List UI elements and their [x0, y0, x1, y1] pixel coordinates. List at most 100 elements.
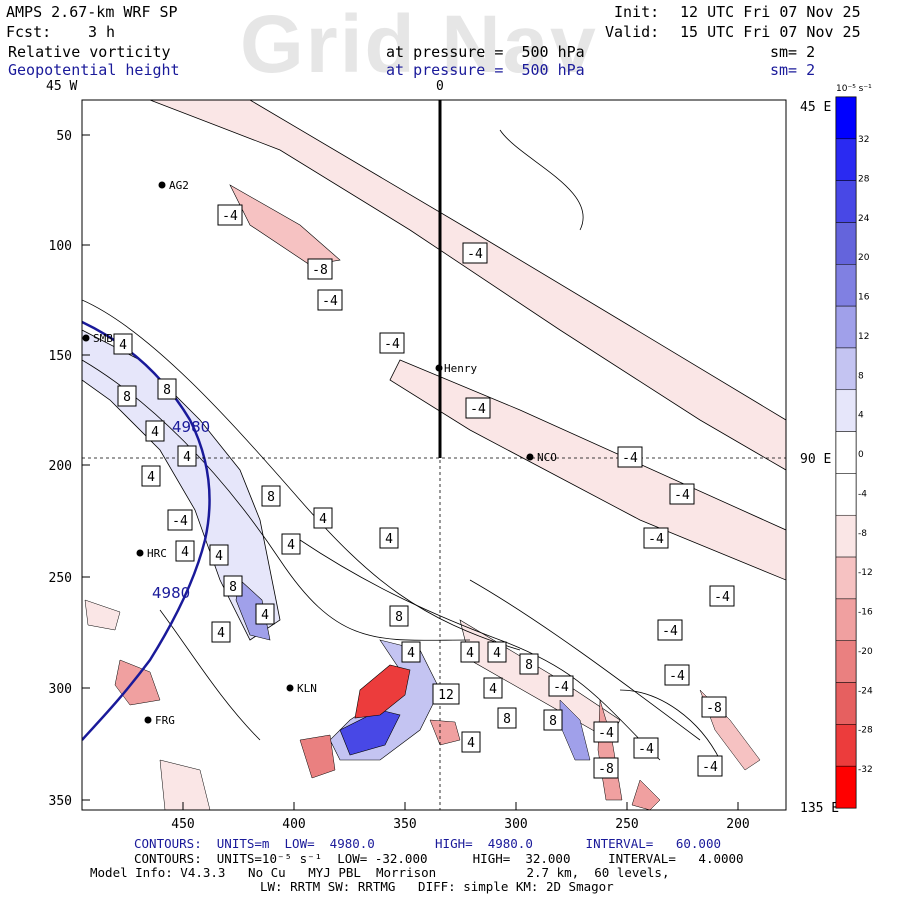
contour-label: -8 -8 -8 — [307, 258, 727, 779]
colorbar-cell — [835, 305, 857, 349]
svg-text:-4: -4 — [702, 760, 718, 775]
colorbar-cell — [835, 556, 857, 600]
contour-label: -4 -4 -4 -4 -4 -4 -4 -4 -4 -4 -4 -4 -4 -… — [167, 204, 735, 777]
init-value: 12 UTC Fri 07 Nov 25 — [680, 3, 861, 21]
svg-text:4: 4 — [287, 538, 295, 553]
colorbar-cell — [835, 640, 857, 683]
colorbar-label: 0 — [858, 450, 864, 460]
field2-level: at pressure = 500 hPa — [386, 61, 585, 79]
svg-text:-4: -4 — [172, 514, 188, 529]
field2-smoothing: sm= 2 — [770, 61, 816, 79]
svg-text:4: 4 — [217, 626, 225, 641]
y-tick-100: 100 — [49, 239, 72, 254]
svg-text:4: 4 — [407, 646, 415, 661]
station-marker — [286, 684, 294, 692]
colorbar-label: 8 — [858, 371, 864, 381]
x-tick-450: 450 — [171, 817, 194, 832]
colorbar-label: 4 — [858, 411, 864, 421]
station-label: NCO — [537, 451, 557, 464]
y-tick-350: 350 — [49, 794, 72, 809]
model-title: AMPS 2.67-km WRF SP — [6, 3, 178, 21]
x-tick-300: 300 — [504, 817, 527, 832]
field1-name: Relative vorticity — [8, 43, 171, 61]
station-label: SMB — [93, 332, 113, 345]
negative-vorticity-couplet — [354, 664, 411, 719]
right-label-45e: 45 E — [800, 100, 831, 115]
top-label-45w: 45 W — [46, 79, 77, 94]
svg-text:-8: -8 — [312, 263, 328, 278]
field1-level: at pressure = 500 hPa — [386, 43, 585, 61]
station-label: Henry — [444, 362, 477, 375]
vorticity-cluster-left — [114, 659, 161, 706]
colorbar-cell — [835, 222, 857, 265]
svg-text:-4: -4 — [222, 209, 238, 224]
colorbar-cell — [835, 598, 857, 641]
svg-text:12: 12 — [438, 688, 454, 703]
colorbar-cell — [835, 138, 857, 181]
right-label-90e: 90 E — [800, 452, 831, 467]
valid-value: 15 UTC Fri 07 Nov 25 — [680, 23, 861, 41]
valid-label: Valid: — [605, 23, 660, 41]
svg-text:4: 4 — [183, 450, 191, 465]
init-label: Init: — [614, 3, 660, 21]
colorbar-label: 32 — [858, 135, 869, 145]
footer-geopotential-contours: CONTOURS: UNITS=m LOW= 4980.0 HIGH= 4980… — [134, 836, 721, 851]
svg-text:4: 4 — [181, 545, 189, 560]
svg-text:8: 8 — [229, 580, 237, 595]
svg-text:-4: -4 — [322, 294, 338, 309]
colorbar-label: -16 — [858, 608, 873, 618]
colorbar-cell — [835, 473, 857, 516]
colorbar-cell — [835, 724, 857, 767]
colorbar-cell — [835, 514, 857, 558]
positive-vorticity-band — [82, 329, 281, 641]
colorbar-label: -32 — [858, 765, 873, 775]
vorticity-cluster-centre — [299, 734, 336, 779]
colorbar-cell — [835, 180, 857, 223]
station-marker — [158, 181, 166, 189]
station-marker — [82, 334, 90, 342]
colorbar-label: 24 — [858, 214, 870, 224]
vorticity-cluster-south — [159, 759, 211, 810]
top-label-0: 0 — [436, 79, 444, 94]
geopotential-label: 4980 — [152, 584, 190, 602]
negative-vorticity-band — [149, 100, 786, 471]
svg-text:8: 8 — [503, 712, 511, 727]
svg-text:-4: -4 — [669, 669, 685, 684]
svg-text:8: 8 — [395, 610, 403, 625]
colorbar-label: -20 — [858, 647, 873, 657]
x-tick-350: 350 — [393, 817, 416, 832]
svg-text:-4: -4 — [553, 680, 569, 695]
footer-vorticity-contours: CONTOURS: UNITS=10⁻⁵ s⁻¹ LOW= -32.000 HI… — [134, 851, 744, 866]
x-tick-250: 250 — [615, 817, 638, 832]
y-tick-200: 200 — [49, 459, 72, 474]
field2-name: Geopotential height — [8, 61, 180, 79]
colorbar-label: -4 — [858, 489, 867, 499]
svg-text:-4: -4 — [622, 451, 638, 466]
vorticity-streak-4 — [631, 779, 661, 810]
colorbar-cell — [835, 431, 857, 474]
y-tick-250: 250 — [49, 571, 72, 586]
colorbar-cell — [835, 765, 857, 809]
forecast-label: Fcst: — [6, 23, 52, 41]
watermark: Grid Nav — [240, 0, 598, 90]
vorticity-cluster-left-2 — [84, 599, 121, 631]
svg-text:4: 4 — [466, 646, 474, 661]
colorbar: 10⁻⁵ s⁻¹ 32 28 24 20 16 12 8 4 0 -4 -8 -12 -16 -20 -24… — [835, 84, 873, 809]
station-label: KLN — [297, 682, 317, 695]
svg-text:4: 4 — [119, 338, 127, 353]
svg-text:4: 4 — [493, 646, 501, 661]
colorbar-label: 20 — [858, 253, 870, 263]
svg-text:8: 8 — [549, 714, 557, 729]
svg-text:-8: -8 — [706, 701, 722, 716]
svg-text:8: 8 — [525, 658, 533, 673]
svg-text:-4: -4 — [662, 624, 678, 639]
svg-text:-4: -4 — [714, 590, 730, 605]
contour-label: 8 8 8 8 8 8 8 8 — [117, 378, 563, 731]
colorbar-cell — [835, 96, 857, 140]
colorbar-cell — [835, 389, 857, 432]
forecast-value: 3 h — [88, 23, 116, 41]
colorbar-unit: 10⁻⁵ s⁻¹ — [836, 84, 872, 94]
svg-text:4: 4 — [489, 682, 497, 697]
y-tick-50: 50 — [56, 129, 72, 144]
